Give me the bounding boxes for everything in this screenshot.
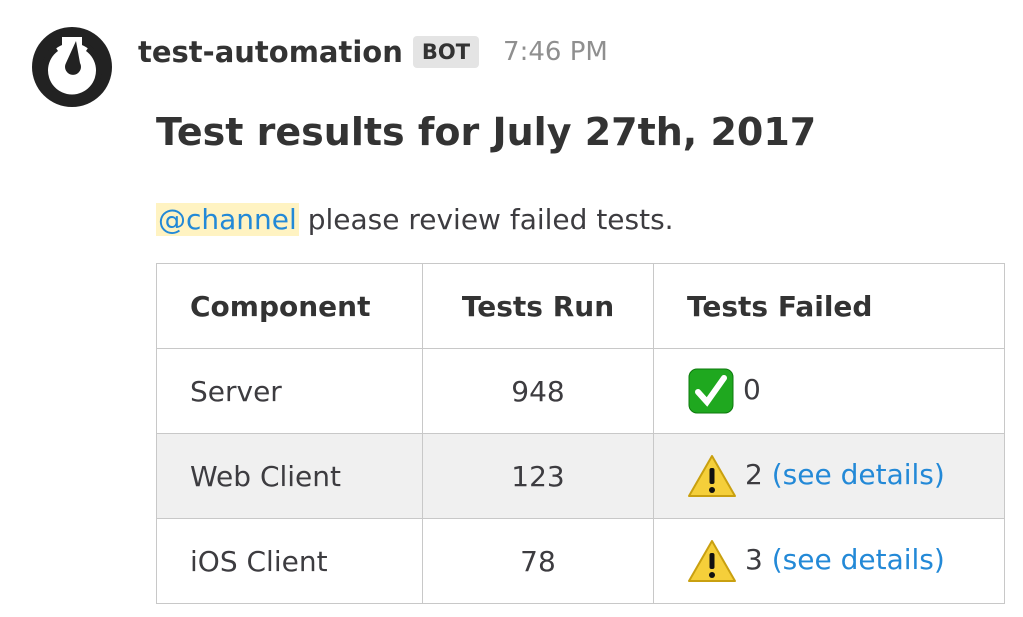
username[interactable]: test-automation xyxy=(138,35,403,69)
tests-run-cell: 78 xyxy=(422,518,654,604)
header-component: Component xyxy=(156,263,423,349)
tests-failed-cell: 3 (see details) xyxy=(653,518,1005,604)
table-row: Web Client 123 2 (see details) xyxy=(156,433,1005,519)
see-details-link[interactable]: (see details) xyxy=(771,543,945,576)
post-title: Test results for July 27th, 2017 xyxy=(156,110,817,154)
component-cell: Server xyxy=(156,348,423,434)
tests-run-cell: 123 xyxy=(422,433,654,519)
bot-avatar-icon[interactable] xyxy=(32,27,112,107)
table-row: Server 948 0 xyxy=(156,348,1005,434)
table-row: iOS Client 78 3 (see details) xyxy=(156,518,1005,604)
tests-failed-cell: 2 (see details) xyxy=(653,433,1005,519)
message-text: please review failed tests. xyxy=(298,203,674,236)
timestamp[interactable]: 7:46 PM xyxy=(503,37,608,67)
failed-count: 3 xyxy=(745,543,763,576)
failed-count: 2 xyxy=(745,458,763,491)
bot-badge: BOT xyxy=(412,36,480,68)
warning-icon xyxy=(688,455,736,497)
post-message: @channel please review failed tests. xyxy=(156,203,674,236)
tests-run-cell: 948 xyxy=(422,348,654,434)
header-tests-failed: Tests Failed xyxy=(653,263,1005,349)
table-header-row: Component Tests Run Tests Failed xyxy=(156,263,1005,349)
header-tests-run: Tests Run xyxy=(422,263,654,349)
component-cell: Web Client xyxy=(156,433,423,519)
tests-failed-cell: 0 xyxy=(653,348,1005,434)
results-table: Component Tests Run Tests Failed Server … xyxy=(156,263,1005,604)
check-mark-icon xyxy=(688,368,734,414)
warning-icon xyxy=(688,540,736,582)
component-cell: iOS Client xyxy=(156,518,423,604)
channel-mention[interactable]: @channel xyxy=(156,203,299,236)
see-details-link[interactable]: (see details) xyxy=(771,458,945,491)
failed-count: 0 xyxy=(743,373,761,406)
post-header: test-automation BOT 7:46 PM xyxy=(138,30,608,74)
